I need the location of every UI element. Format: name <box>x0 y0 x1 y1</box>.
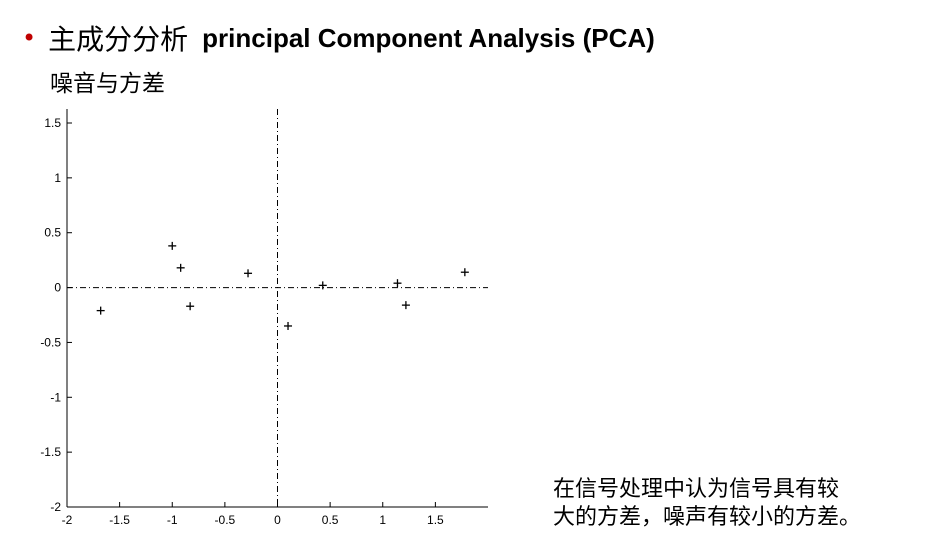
x-tick-label: -1.5 <box>109 513 130 527</box>
title-chinese: 主成分分析 <box>48 23 189 56</box>
y-tick-label: -2 <box>50 500 61 514</box>
x-tick-label: 1.5 <box>427 513 444 527</box>
slide-title: • 主成分分析 principal Component Analysis (PC… <box>22 18 655 58</box>
data-point <box>168 241 177 250</box>
data-point <box>393 279 402 288</box>
y-tick-label: 0.5 <box>44 226 61 240</box>
explanation-note: 在信号处理中认为信号具有较 大的方差，噪声有较小的方差。 <box>553 476 861 532</box>
data-point <box>401 301 410 310</box>
y-tick-label: 0 <box>54 281 61 295</box>
data-point <box>186 302 195 311</box>
data-point <box>460 268 469 277</box>
bullet-icon: • <box>22 24 37 52</box>
data-point <box>244 269 253 278</box>
x-tick-label: 0 <box>274 513 281 527</box>
x-tick-label: -1 <box>167 513 178 527</box>
y-tick-label: -1.5 <box>40 445 61 459</box>
data-point <box>284 321 293 330</box>
y-tick-label: -0.5 <box>40 335 61 349</box>
note-line-1: 在信号处理中认为信号具有较 <box>553 477 840 502</box>
slide-subtitle: 噪音与方差 <box>50 71 165 97</box>
x-tick-label: 0.5 <box>322 513 339 527</box>
scatter-chart: 1.5 1 0.5 0 -0.5 -1 -1.5 -2-2 -1.5 -1 -0.5 0 0.5 1 1.5 <box>40 109 488 527</box>
data-point <box>96 306 105 315</box>
data-point <box>176 263 185 272</box>
y-tick-label: 1.5 <box>44 116 61 130</box>
x-tick-label: -2 <box>62 513 73 527</box>
title-english: principal Component Analysis (PCA) <box>202 22 655 53</box>
y-tick-label: 1 <box>54 171 61 185</box>
data-point <box>318 281 327 290</box>
x-tick-label: 1 <box>379 513 386 527</box>
y-tick-label: -1 <box>50 390 61 404</box>
note-line-2: 大的方差，噪声有较小的方差。 <box>553 505 862 530</box>
x-tick-label: -0.5 <box>215 513 236 527</box>
